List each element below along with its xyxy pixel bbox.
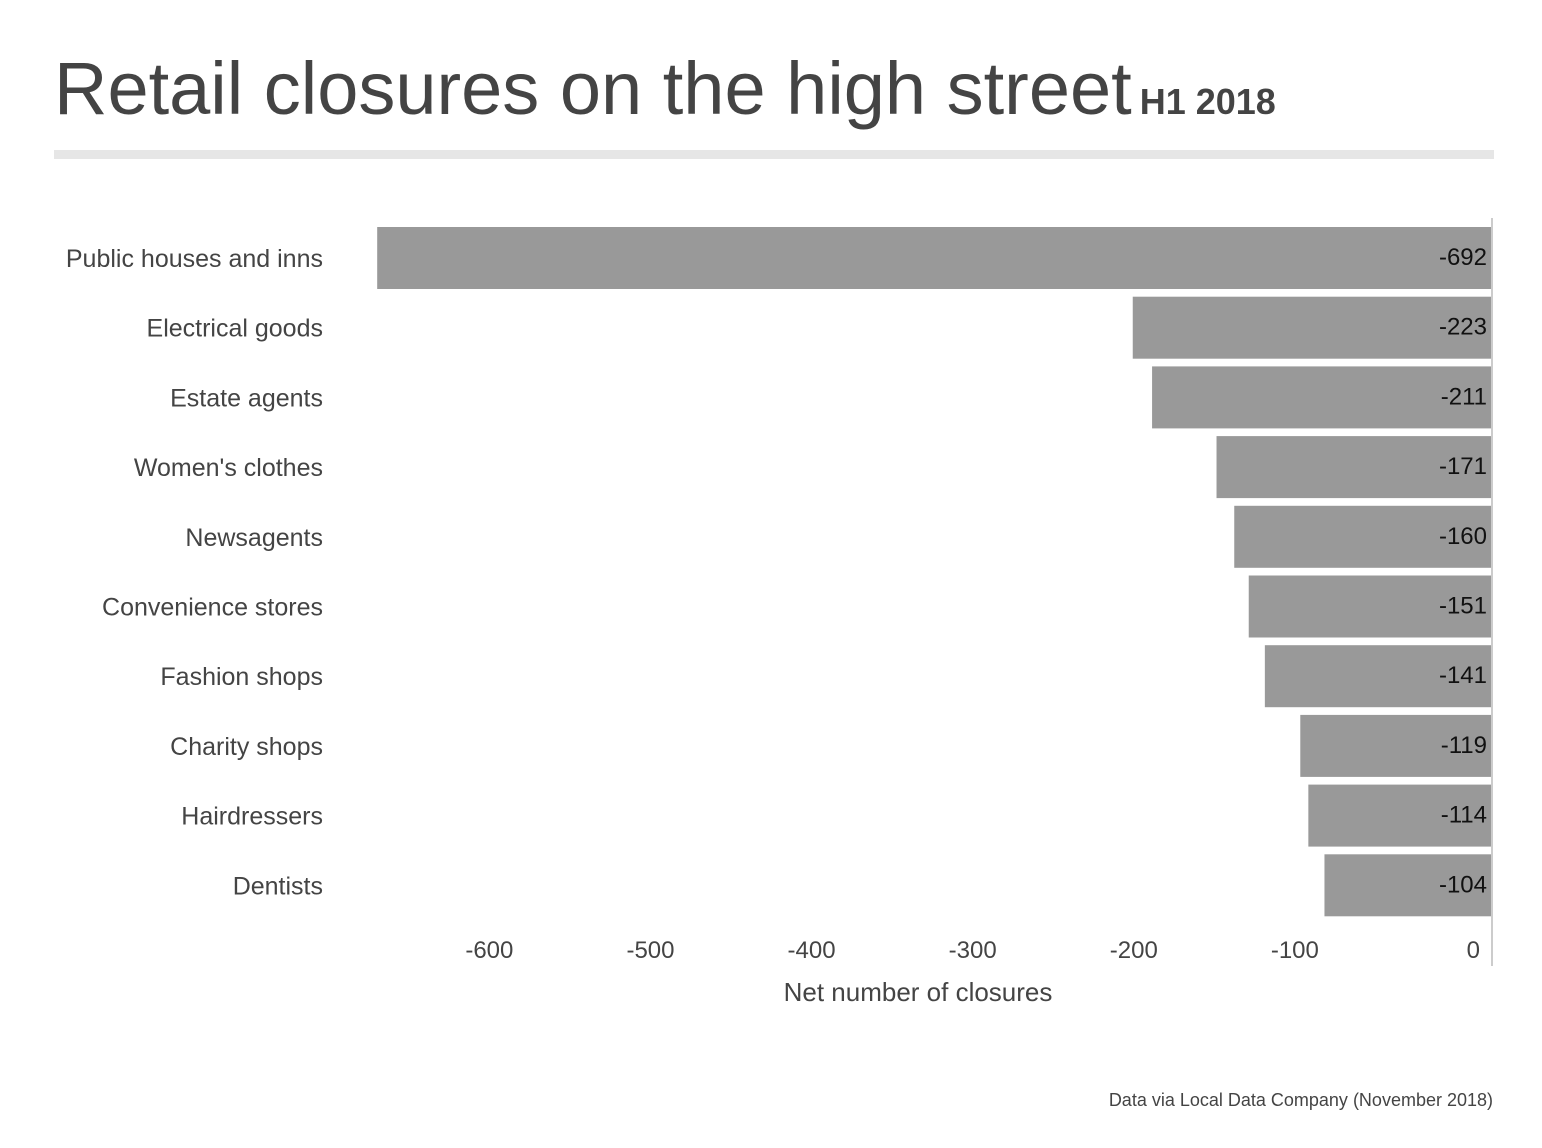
- x-tick-label: -300: [949, 937, 997, 964]
- bar: [377, 227, 1492, 289]
- x-tick-label: -500: [626, 937, 674, 964]
- chart-title: Retail closures on the high street H1 201…: [54, 46, 1276, 131]
- value-label: -211: [1441, 383, 1487, 410]
- x-axis-title: Net number of closures: [784, 977, 1053, 1007]
- title-divider: [54, 150, 1494, 159]
- bar: [1216, 436, 1492, 499]
- category-label: Electrical goods: [147, 315, 323, 343]
- category-label: Dentists: [233, 872, 323, 900]
- category-label: Public houses and inns: [66, 245, 323, 273]
- value-label: -151: [1439, 593, 1487, 620]
- category-label: Women's clothes: [134, 454, 323, 482]
- chart-subtitle: H1 2018: [1139, 81, 1276, 122]
- value-label: -114: [1441, 802, 1487, 829]
- bar: [1132, 296, 1492, 359]
- title-text: Retail closures on the high street: [54, 47, 1132, 130]
- bar: [1264, 645, 1492, 708]
- category-label: Estate agents: [170, 384, 323, 412]
- x-tick-label: 0: [1467, 937, 1480, 964]
- x-tick-label: -200: [1110, 937, 1158, 964]
- category-label: Hairdressers: [181, 803, 323, 831]
- bar: [1234, 505, 1492, 568]
- category-label: Convenience stores: [102, 594, 323, 622]
- category-label: Charity shops: [170, 733, 323, 761]
- value-label: -223: [1439, 314, 1487, 341]
- x-tick-label: -600: [465, 937, 513, 964]
- value-label: -119: [1441, 732, 1487, 759]
- bar: [1152, 366, 1492, 429]
- value-label: -692: [1439, 244, 1487, 271]
- bar: [1300, 714, 1492, 777]
- value-label: -171: [1439, 453, 1487, 480]
- category-label: Newsagents: [185, 524, 323, 552]
- bar: [1308, 784, 1492, 847]
- source-note: Data via Local Data Company (November 20…: [1108, 1090, 1493, 1110]
- bar: [1324, 854, 1492, 917]
- value-label: -141: [1439, 662, 1487, 689]
- value-label: -160: [1439, 523, 1487, 550]
- bar: [1248, 575, 1492, 638]
- value-label: -104: [1439, 871, 1487, 898]
- x-tick-label: -400: [788, 937, 836, 964]
- x-tick-label: -100: [1271, 937, 1319, 964]
- category-label: Fashion shops: [160, 663, 323, 691]
